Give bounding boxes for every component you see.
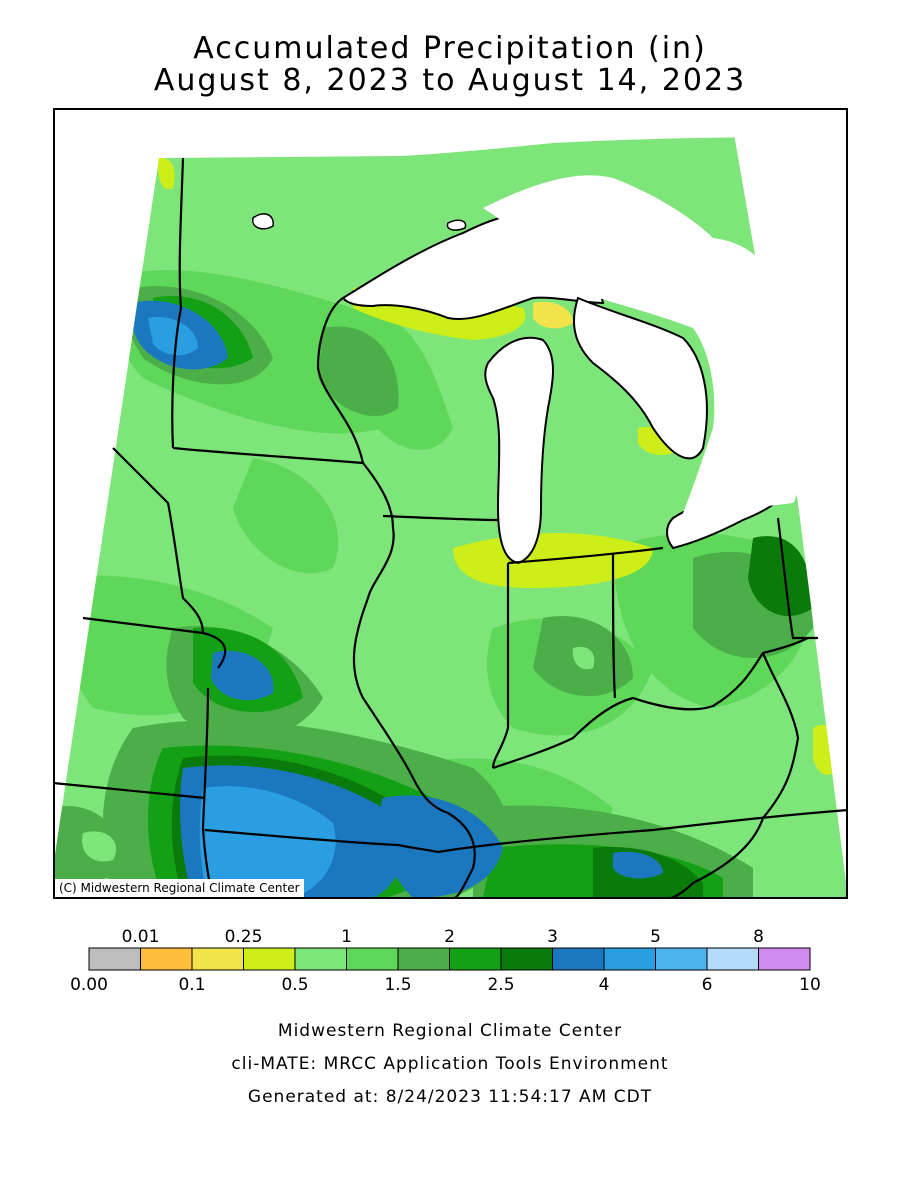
lake-michigan xyxy=(484,336,554,565)
canada-north xyxy=(159,108,848,158)
legend-bottom-label: 2.5 xyxy=(487,975,514,995)
legend-top-label: 0.25 xyxy=(225,927,263,947)
great-lakes xyxy=(159,108,848,565)
footer-generated-time: Generated at: 8/24/2023 11:54:17 AM CDT xyxy=(247,1087,653,1107)
lake-of-woods xyxy=(252,213,274,230)
legend-swatch xyxy=(500,947,553,971)
legend-top-label: 8 xyxy=(753,927,764,947)
map-title: Accumulated Precipitation (in) xyxy=(193,31,707,66)
legend-swatch xyxy=(706,947,759,971)
legend-color-bar xyxy=(88,947,811,971)
state-boundaries xyxy=(53,157,848,899)
map-frame xyxy=(53,108,848,899)
canada-region xyxy=(483,175,798,513)
legend-bottom-label: 0.00 xyxy=(70,975,108,995)
legend-swatch xyxy=(346,947,399,971)
legend-top-label: 3 xyxy=(547,927,558,947)
legend-top-labels: 0.01 0.25 1 2 3 5 8 xyxy=(122,927,764,947)
legend-top-label: 0.01 xyxy=(122,927,160,947)
legend-swatch xyxy=(397,947,450,971)
legend-bottom-label: 0.1 xyxy=(178,975,205,995)
legend-top-label: 5 xyxy=(650,927,661,947)
lake-huron xyxy=(573,296,708,460)
legend-bottom-label: 4 xyxy=(599,975,610,995)
legend-swatch xyxy=(88,947,141,971)
legend-swatch xyxy=(294,947,347,971)
legend-swatch xyxy=(603,947,656,971)
legend-bottom-labels: 0.00 0.1 0.5 1.5 2.5 4 6 10 xyxy=(70,975,821,995)
legend-top-label: 2 xyxy=(444,927,455,947)
legend-swatch xyxy=(552,947,605,971)
legend-top-label: 1 xyxy=(341,927,352,947)
legend-swatch xyxy=(140,947,193,971)
map-copyright: (C) Midwestern Regional Climate Center xyxy=(55,879,304,897)
footer-tool: cli-MATE: MRCC Application Tools Environ… xyxy=(231,1054,669,1074)
legend-swatch xyxy=(655,947,708,971)
legend-bottom-label: 0.5 xyxy=(281,975,308,995)
footer-organization: Midwestern Regional Climate Center xyxy=(277,1021,623,1041)
legend-bottom-label: 1.5 xyxy=(384,975,411,995)
legend: 0.01 0.25 1 2 3 5 8 0.00 0.1 0.5 1.5 2.5 4 6 10 xyxy=(70,927,821,995)
legend-swatch xyxy=(758,947,811,971)
legend-swatch xyxy=(449,947,502,971)
legend-swatch xyxy=(191,947,244,971)
legend-bottom-label: 10 xyxy=(799,975,821,995)
map-date-range: August 8, 2023 to August 14, 2023 xyxy=(153,63,747,98)
isle-royale xyxy=(446,219,467,231)
legend-bottom-label: 6 xyxy=(702,975,713,995)
legend-swatch xyxy=(243,947,296,971)
precipitation-map xyxy=(53,108,848,899)
